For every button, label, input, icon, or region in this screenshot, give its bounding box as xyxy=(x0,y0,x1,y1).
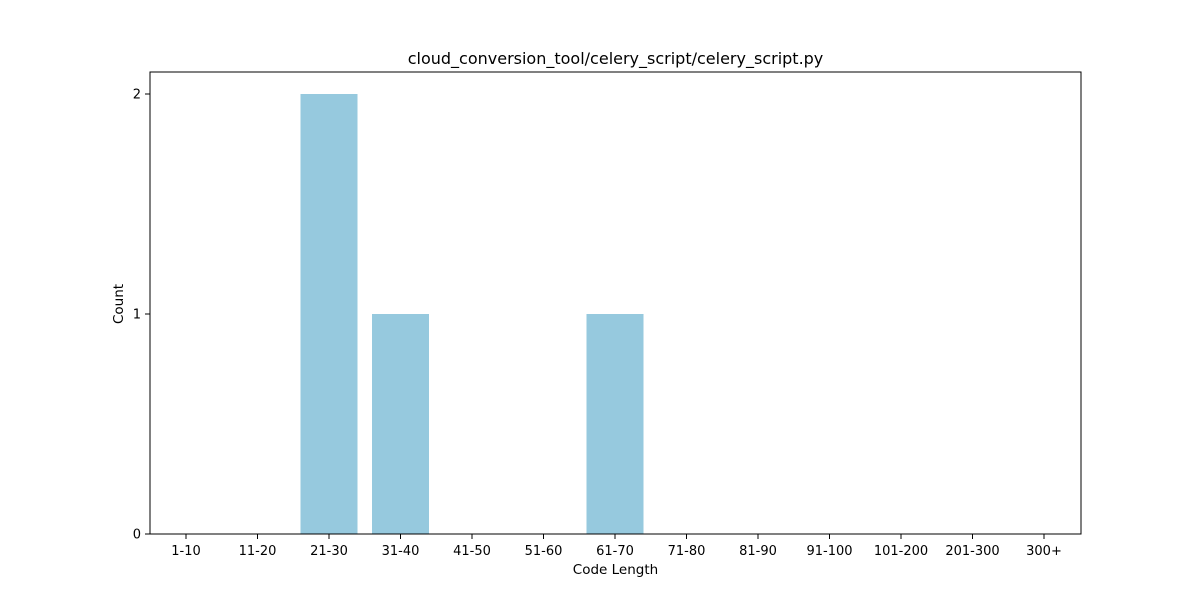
x-tick-label: 31-40 xyxy=(382,544,420,559)
ticks-layer: 1-10 11-20 21-30 31-40 41-50 51-60 61-70 71-80 8… xyxy=(133,88,1062,560)
x-tick-label: 51-60 xyxy=(525,544,563,559)
bars-layer xyxy=(300,94,644,534)
bar-31-40 xyxy=(372,314,429,534)
x-tick-label: 61-70 xyxy=(596,544,634,559)
x-tick-label: 21-30 xyxy=(310,544,348,559)
y-tick-label: 2 xyxy=(133,88,141,103)
y-axis-label: Count xyxy=(111,284,127,324)
x-tick-label: 300+ xyxy=(1026,544,1062,559)
x-axis-label: Code Length xyxy=(573,562,658,578)
bar-61-70 xyxy=(586,314,644,534)
y-tick-label: 1 xyxy=(133,308,141,323)
x-tick-label: 101-200 xyxy=(874,544,928,559)
x-tick-label: 91-100 xyxy=(806,544,852,559)
bar-21-30 xyxy=(300,94,358,534)
y-tick-label: 0 xyxy=(133,528,141,543)
plot-frame xyxy=(149,71,1082,535)
x-tick-label: 71-80 xyxy=(668,544,706,559)
x-tick-label: 1-10 xyxy=(171,544,201,559)
x-tick-label: 201-300 xyxy=(945,544,999,559)
x-tick-label: 11-20 xyxy=(239,544,277,559)
chart-title: cloud_conversion_tool/celery_script/cele… xyxy=(408,49,824,69)
x-tick-label: 81-90 xyxy=(739,544,777,559)
x-tick-label: 41-50 xyxy=(453,544,491,559)
